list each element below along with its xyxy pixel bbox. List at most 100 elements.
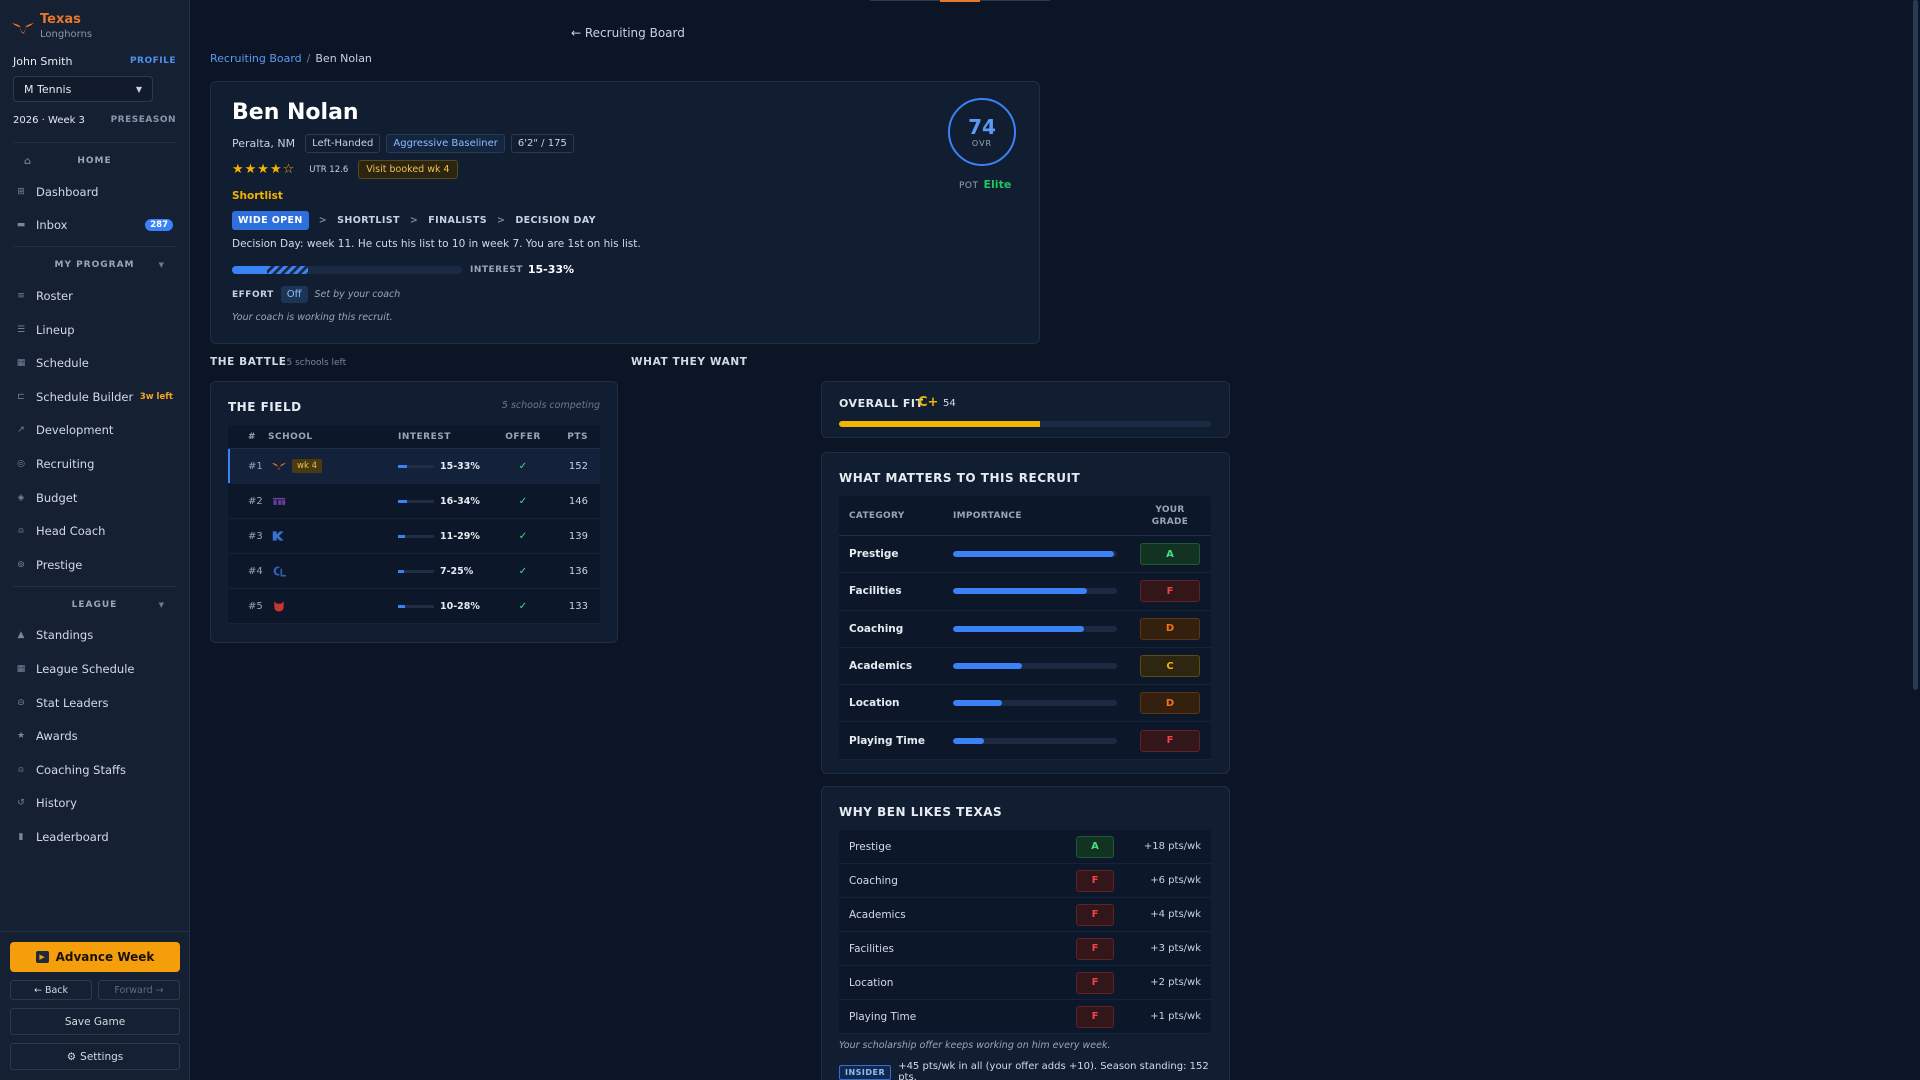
- importance-bar-fill: [953, 737, 985, 744]
- field-row[interactable]: #4 7-25% ✓ 136: [228, 554, 600, 589]
- play-style-tag: Aggressive Baseliner: [386, 134, 505, 153]
- sidebar-item-head-coach[interactable]: ⍝ Head Coach: [0, 514, 189, 548]
- sidebar-item-label: Schedule: [36, 356, 89, 371]
- chevron-down-icon: ▼: [158, 261, 165, 270]
- matters-category: Playing Time: [849, 734, 925, 747]
- player-name: Ben Nolan: [232, 100, 359, 125]
- utr-rating: UTR 12.6: [309, 164, 349, 175]
- sidebar-item-recruiting[interactable]: ◎ Recruiting: [0, 447, 189, 481]
- section-home[interactable]: ⌂ HOME: [0, 147, 189, 175]
- matters-table: CATEGORY IMPORTANCE YOUR GRADE Prestige A…: [839, 496, 1211, 760]
- matters-row: Prestige A: [839, 536, 1211, 574]
- calendar-icon: ▦: [16, 663, 26, 674]
- section-my-program[interactable]: MY PROGRAM ▼: [0, 251, 189, 279]
- field-row[interactable]: #3 11-29% ✓ 139: [228, 519, 600, 554]
- sidebar-item-label: Coaching Staffs: [36, 762, 126, 777]
- breadcrumb-separator: /: [306, 52, 311, 65]
- deadline-tag: 3w left: [139, 391, 173, 402]
- importance-cell: [953, 700, 1129, 707]
- why-category: Prestige: [849, 840, 892, 853]
- fit-grade: C+: [918, 395, 939, 410]
- longhorn-logo-icon: [12, 23, 34, 34]
- interest-cell: 15-33%: [398, 461, 498, 472]
- matters-category: Coaching: [849, 622, 904, 635]
- stage-decision-day: DECISION DAY: [515, 215, 596, 226]
- matters-title: WHAT MATTERS TO THIS RECRUIT: [839, 471, 1081, 485]
- save-game-button[interactable]: Save Game: [10, 1008, 180, 1035]
- grade-cell: A: [1129, 543, 1211, 566]
- scrollbar[interactable]: [1910, 0, 1920, 1080]
- stage-separator: >: [318, 215, 328, 226]
- interest-mini-fill: [398, 569, 404, 573]
- interest-cell: 7-25%: [398, 566, 498, 577]
- brand[interactable]: Texas Longhorns: [0, 0, 189, 50]
- sidebar-item-roster[interactable]: ≡ Roster: [0, 279, 189, 313]
- sidebar-item-budget[interactable]: ◈ Budget: [0, 481, 189, 515]
- section-league[interactable]: LEAGUE ▼: [0, 591, 189, 619]
- why-row: Coaching F +6 pts/wk: [839, 864, 1211, 898]
- effort-toggle[interactable]: Off: [280, 286, 308, 303]
- grade-cell: F: [1129, 580, 1211, 603]
- team-select[interactable]: M Tennis ▼: [13, 76, 153, 102]
- handedness-tag: Left-Handed: [305, 134, 381, 153]
- breadcrumb-parent[interactable]: Recruiting Board: [210, 52, 302, 65]
- sidebar-item-prestige[interactable]: ⊚ Prestige: [0, 548, 189, 582]
- interest-mini-fill: [398, 534, 406, 538]
- sidebar-item-dashboard[interactable]: ⊞ Dashboard: [0, 175, 189, 209]
- insider-note: INSIDER +45 pts/wk in all (your offer ad…: [839, 1061, 1229, 1080]
- why-points: +18 pts/wk: [1143, 841, 1201, 852]
- inbox-count-badge: 287: [145, 219, 173, 232]
- sidebar-item-history[interactable]: ↺ History: [0, 787, 189, 821]
- field-row[interactable]: #5 10-28% ✓ 133: [228, 589, 600, 624]
- field-rows: #1 wk 4 15-33% ✓ 152 #2 16-34% ✓ 146 #3 11-29% ✓ 139…: [228, 449, 600, 624]
- grade-cell: F: [1075, 1005, 1115, 1028]
- sidebar-item-leaderboard[interactable]: ▮ Leaderboard: [0, 820, 189, 854]
- grade-badge: F: [1076, 903, 1114, 926]
- why-row: Prestige A +18 pts/wk: [839, 830, 1211, 864]
- grade-badge: D: [1140, 692, 1200, 715]
- interest-cell: 10-28%: [398, 601, 498, 612]
- sidebar-item-standings[interactable]: ▲ Standings: [0, 619, 189, 653]
- matters-category: Facilities: [849, 585, 902, 598]
- importance-cell: [953, 551, 1129, 558]
- divider: [13, 585, 176, 587]
- matters-row: Coaching D: [839, 611, 1211, 648]
- advance-week-label: Advance Week: [55, 950, 155, 964]
- col-school: SCHOOL: [268, 431, 313, 442]
- advance-week-button[interactable]: ▶ Advance Week: [10, 942, 180, 972]
- star-icon: ★: [16, 731, 26, 742]
- back-to-board-link[interactable]: ← Recruiting Board: [571, 26, 685, 40]
- diamond-icon: ◈: [17, 492, 25, 503]
- grade-cell: F: [1129, 729, 1211, 752]
- sidebar-item-league-schedule[interactable]: ▦ League Schedule: [0, 652, 189, 686]
- potential-value: Elite: [983, 178, 1012, 191]
- settings-button[interactable]: ⚙ Settings: [10, 1043, 180, 1070]
- scrollbar-thumb[interactable]: [1913, 0, 1918, 690]
- section-league-label: LEAGUE: [71, 599, 118, 610]
- why-points: +6 pts/wk: [1150, 875, 1201, 886]
- back-button[interactable]: ← Back: [10, 980, 92, 1000]
- field-row[interactable]: #2 16-34% ✓ 146: [228, 484, 600, 519]
- sidebar-item-development[interactable]: ↗ Development: [0, 414, 189, 448]
- trend-icon: ↗: [17, 425, 25, 436]
- player-location: Peralta, NM: [232, 137, 296, 150]
- sidebar-item-awards[interactable]: ★ Awards: [0, 719, 189, 753]
- sidebar-item-inbox[interactable]: ▬ Inbox 287: [0, 209, 189, 243]
- field-row[interactable]: #1 wk 4 15-33% ✓ 152: [228, 449, 600, 484]
- play-icon: ▶: [35, 951, 49, 963]
- sidebar-item-label: History: [36, 796, 77, 811]
- sidebar-item-stat-leaders[interactable]: ⊝ Stat Leaders: [0, 686, 189, 720]
- badge-icon: ⊚: [17, 559, 25, 570]
- season-phase: PRESEASON: [110, 115, 176, 125]
- sidebar-item-coaching-staffs[interactable]: ⍝ Coaching Staffs: [0, 753, 189, 787]
- sidebar-item-lineup[interactable]: ☰ Lineup: [0, 313, 189, 347]
- sidebar-item-schedule-builder[interactable]: ⊏ Schedule Builder 3w left: [0, 380, 189, 414]
- lines-icon: ☰: [16, 324, 26, 335]
- stage-separator: >: [409, 215, 419, 226]
- sidebar-item-schedule[interactable]: ▦ Schedule: [0, 346, 189, 380]
- person-icon: ⍝: [18, 764, 24, 775]
- profile-link[interactable]: PROFILE: [129, 56, 176, 66]
- forward-button[interactable]: Forward →: [98, 980, 180, 1000]
- season-week: 2026 · Week 3: [13, 114, 85, 126]
- interest-mini-fill: [398, 499, 407, 503]
